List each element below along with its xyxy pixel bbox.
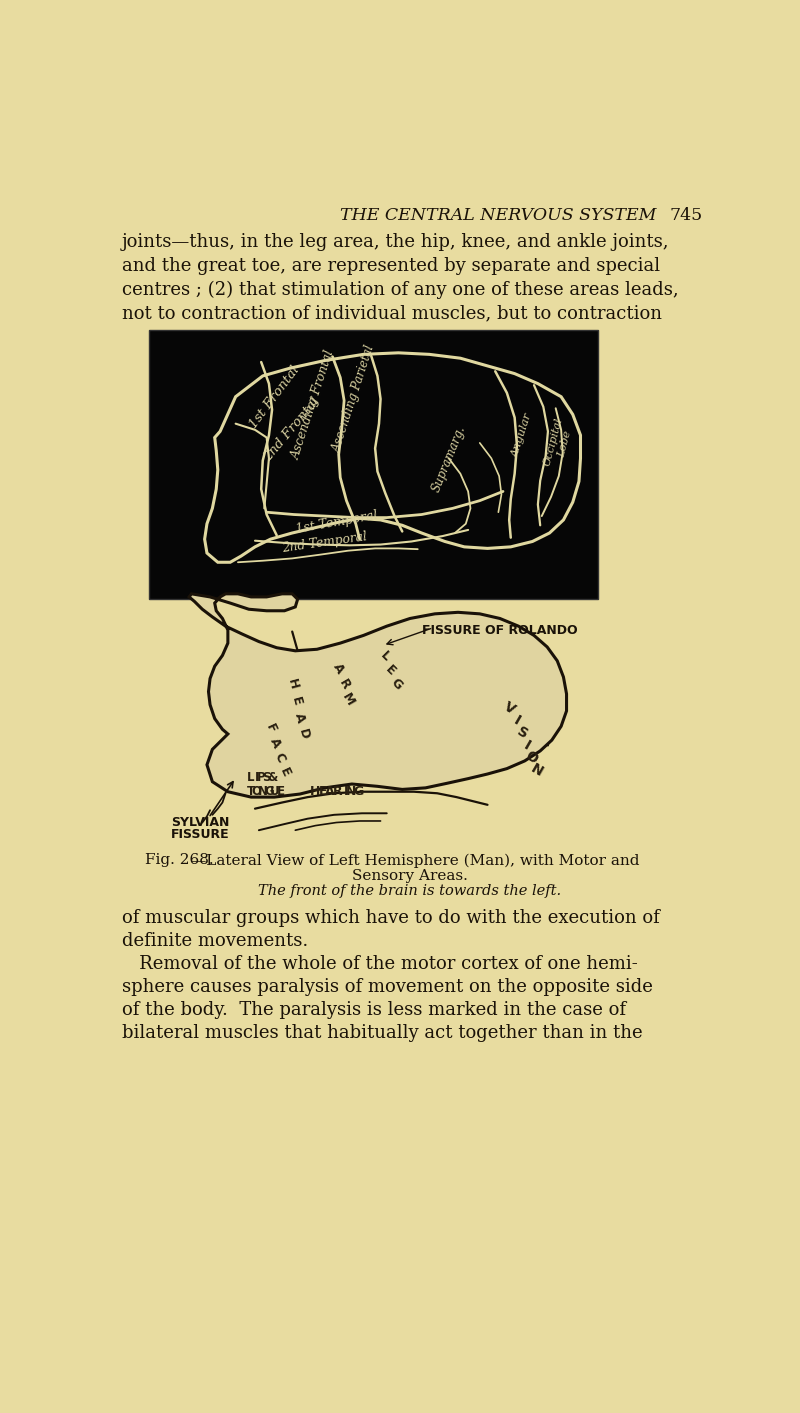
Bar xyxy=(149,329,598,599)
Text: E: E xyxy=(289,695,303,706)
Text: E: E xyxy=(277,766,292,779)
Text: Ascending Parietal: Ascending Parietal xyxy=(330,343,378,455)
Text: H: H xyxy=(310,786,321,798)
Text: I: I xyxy=(343,786,348,798)
Text: bilateral muscles that habitually act together than in the: bilateral muscles that habitually act to… xyxy=(122,1024,642,1043)
Text: A: A xyxy=(330,661,346,675)
Text: Removal of the whole of the motor cortex of one hemi-: Removal of the whole of the motor cortex… xyxy=(122,955,638,974)
Text: Angular: Angular xyxy=(510,411,534,459)
Text: I: I xyxy=(255,771,259,784)
Text: FISSURE OF ROLANDO: FISSURE OF ROLANDO xyxy=(422,625,578,637)
Text: centres ; (2) that stimulation of any one of these areas leads,: centres ; (2) that stimulation of any on… xyxy=(122,280,678,298)
Text: 2nd Frontal: 2nd Frontal xyxy=(262,396,322,465)
Text: H: H xyxy=(285,677,300,691)
Text: E: E xyxy=(383,663,398,678)
Text: joints—thus, in the leg area, the hip, knee, and ankle joints,: joints—thus, in the leg area, the hip, k… xyxy=(122,233,669,250)
Text: Fig. 268.: Fig. 268. xyxy=(145,853,214,868)
Text: A: A xyxy=(326,786,335,798)
Text: Supramarg.: Supramarg. xyxy=(430,422,468,493)
Text: 745: 745 xyxy=(670,206,703,223)
Text: R: R xyxy=(333,786,342,798)
Text: N: N xyxy=(346,786,356,798)
Text: C: C xyxy=(272,750,288,764)
Text: N: N xyxy=(258,786,268,798)
Text: E: E xyxy=(319,786,327,798)
Text: S: S xyxy=(262,771,271,784)
Text: G: G xyxy=(354,786,364,798)
Text: definite movements.: definite movements. xyxy=(122,931,308,950)
Text: I: I xyxy=(522,738,533,753)
Text: and the great toe, are represented by separate and special: and the great toe, are represented by se… xyxy=(122,257,660,274)
Text: L: L xyxy=(247,771,255,784)
Text: Ascending Frontal: Ascending Frontal xyxy=(290,348,337,461)
Text: U: U xyxy=(270,786,280,798)
Text: F: F xyxy=(263,722,278,735)
Text: R: R xyxy=(336,677,352,691)
Text: O: O xyxy=(251,786,262,798)
Text: of the body.  The paralysis is less marked in the case of: of the body. The paralysis is less marke… xyxy=(122,1002,626,1019)
Polygon shape xyxy=(189,593,566,797)
Text: I: I xyxy=(511,714,522,728)
Text: T: T xyxy=(247,786,255,798)
Text: sphere causes paralysis of movement on the opposite side: sphere causes paralysis of movement on t… xyxy=(122,978,653,996)
Text: —Lateral View of Left Hemisphere (Man), with Motor and: —Lateral View of Left Hemisphere (Man), … xyxy=(191,853,640,868)
Text: THE CENTRAL NERVOUS SYSTEM: THE CENTRAL NERVOUS SYSTEM xyxy=(340,206,657,223)
Text: SYLVIAN: SYLVIAN xyxy=(171,817,230,829)
Text: G: G xyxy=(388,675,404,692)
Text: Sensory Areas.: Sensory Areas. xyxy=(352,869,468,883)
Text: M: M xyxy=(339,691,357,708)
Text: L: L xyxy=(378,649,393,664)
Text: S: S xyxy=(514,725,530,742)
Text: P: P xyxy=(257,771,266,784)
Text: 1st Frontal: 1st Frontal xyxy=(247,363,302,431)
Text: The front of the brain is towards the left.: The front of the brain is towards the le… xyxy=(258,885,562,899)
Text: A: A xyxy=(267,736,283,750)
Text: N: N xyxy=(528,762,545,779)
Text: G: G xyxy=(264,786,274,798)
Text: Occipital
Lobe: Occipital Lobe xyxy=(542,417,576,469)
Text: E: E xyxy=(278,786,286,798)
Text: A: A xyxy=(293,712,307,723)
Text: not to contraction of individual muscles, but to contraction: not to contraction of individual muscles… xyxy=(122,304,662,322)
Text: V: V xyxy=(501,699,518,718)
Text: &: & xyxy=(267,771,277,784)
Text: D: D xyxy=(296,728,311,740)
Text: FISSURE: FISSURE xyxy=(171,828,230,841)
Text: O: O xyxy=(523,749,540,767)
Text: 2nd Temporal: 2nd Temporal xyxy=(282,531,368,555)
Text: 1st Temporal: 1st Temporal xyxy=(294,509,378,536)
Text: of muscular groups which have to do with the execution of: of muscular groups which have to do with… xyxy=(122,909,659,927)
